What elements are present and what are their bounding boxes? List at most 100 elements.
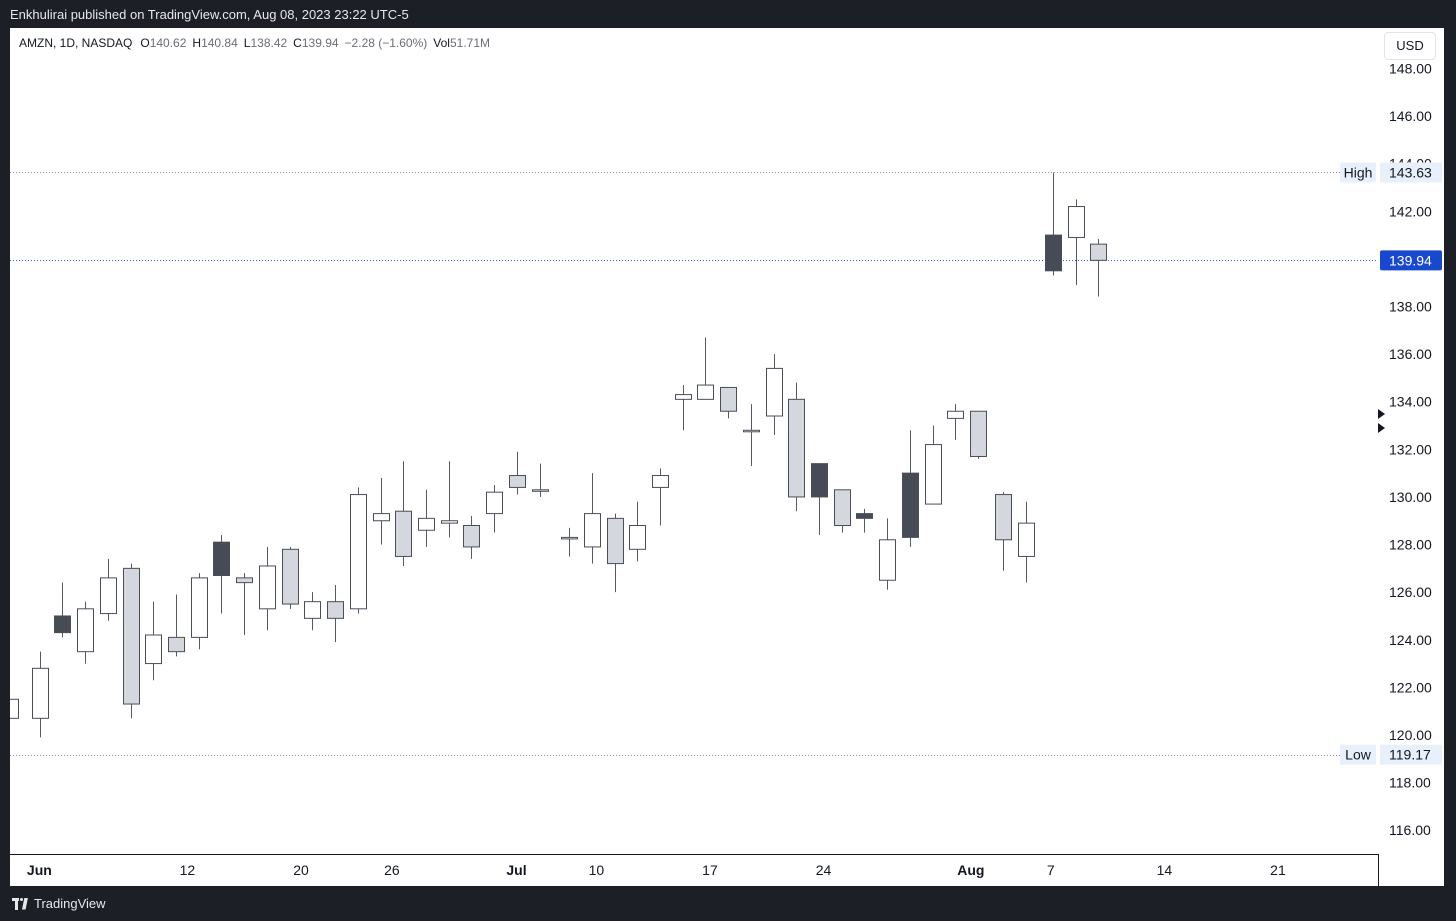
time-tick-label: 24	[816, 862, 832, 878]
candle-body[interactable]	[259, 565, 276, 610]
candle-body[interactable]	[304, 601, 321, 619]
legend-high-value: 140.84	[201, 36, 238, 50]
candle-body[interactable]	[77, 608, 94, 653]
time-tick-label: Jun	[27, 862, 52, 878]
candle-body[interactable]	[743, 429, 760, 433]
time-tick-label: 21	[1270, 862, 1286, 878]
candle-body[interactable]	[532, 489, 549, 492]
candle-body[interactable]	[236, 577, 253, 584]
tradingview-logo-icon	[12, 897, 28, 910]
candle-body[interactable]	[902, 472, 919, 538]
time-tick-label: 7	[1047, 862, 1055, 878]
candle-body[interactable]	[100, 577, 117, 615]
candle-body[interactable]	[463, 525, 480, 548]
legend-change: −2.28 (−1.60%)	[344, 36, 428, 50]
time-tick-label: 20	[293, 862, 309, 878]
candle-body[interactable]	[213, 541, 230, 576]
high-value-bg	[1380, 162, 1442, 183]
price-tick-label: 130.00	[1389, 489, 1432, 505]
low-value: 119.17	[1389, 747, 1431, 763]
price-tick-label: 142.00	[1389, 203, 1432, 219]
candle-body[interactable]	[629, 525, 646, 550]
candle-body[interactable]	[395, 510, 412, 557]
candle-body[interactable]	[1018, 522, 1035, 557]
currency-button[interactable]: USD	[1384, 32, 1436, 60]
time-tick-label: Jul	[506, 862, 526, 878]
legend-close-label: C	[293, 36, 302, 50]
candle-body[interactable]	[697, 384, 714, 400]
candle-body[interactable]	[441, 520, 458, 524]
candle-body[interactable]	[561, 536, 578, 540]
candle-body[interactable]	[486, 491, 503, 515]
candle-body[interactable]	[327, 601, 344, 619]
legend-low-label: L	[243, 36, 251, 50]
price-tick-label: 146.00	[1389, 108, 1432, 124]
legend-close-value: 139.94	[301, 36, 339, 50]
brand-name: TradingView	[34, 896, 106, 911]
candle-body[interactable]	[856, 513, 873, 519]
time-tick-label: 10	[589, 862, 605, 878]
high-label-bg	[1340, 162, 1376, 183]
candle-body[interactable]	[418, 517, 435, 531]
candle-body[interactable]	[1045, 234, 1062, 272]
price-tick-label: 132.00	[1389, 441, 1432, 457]
low-value-bg	[1380, 744, 1442, 765]
candle-body[interactable]	[607, 517, 624, 565]
candle-body[interactable]	[32, 667, 49, 719]
candle-body[interactable]	[720, 386, 737, 412]
price-tick-label: 128.00	[1389, 537, 1432, 553]
candle-body[interactable]	[788, 398, 805, 498]
published-bar: Enkhulirai published on TradingView.com,…	[0, 0, 1456, 28]
price-tick-label: 116.00	[1389, 822, 1431, 838]
price-tick-label: 136.00	[1389, 346, 1432, 362]
last-price-value: 139.94	[1389, 252, 1432, 268]
legend-open-label: O	[140, 36, 150, 50]
candle-body[interactable]	[970, 410, 987, 457]
candle-body[interactable]	[509, 475, 526, 488]
candle-body[interactable]	[145, 634, 162, 665]
candle-body[interactable]	[947, 410, 964, 419]
candle-body[interactable]	[123, 567, 140, 705]
candle-body[interactable]	[879, 539, 896, 581]
legend-volume-value: 51.71M	[449, 36, 490, 50]
price-tick-label: 138.00	[1389, 299, 1432, 315]
scroll-marker-icon[interactable]	[1378, 423, 1385, 433]
candle-body[interactable]	[10, 698, 19, 719]
candle-body[interactable]	[373, 513, 390, 522]
candle-body[interactable]	[191, 577, 208, 638]
low-label: Low	[1345, 747, 1372, 763]
candle-body[interactable]	[925, 444, 942, 505]
candle-body[interactable]	[168, 636, 185, 653]
candle-body[interactable]	[54, 615, 71, 634]
candle-body[interactable]	[766, 367, 783, 417]
candle-body[interactable]	[834, 489, 851, 527]
scroll-marker-icon[interactable]	[1378, 409, 1385, 419]
candle-body[interactable]	[652, 475, 669, 488]
price-tick-label: 148.00	[1389, 60, 1432, 76]
candle-body[interactable]	[1090, 243, 1107, 261]
price-tick-label: 134.00	[1389, 394, 1432, 410]
legend-high-label: H	[192, 36, 202, 50]
legend-symbol[interactable]: AMZN, 1D, NASDAQ	[19, 36, 133, 50]
tradingview-brand[interactable]: TradingView	[12, 896, 106, 911]
candle-body[interactable]	[584, 513, 601, 548]
low-label-bg	[1340, 744, 1376, 765]
high-value: 143.63	[1389, 164, 1432, 180]
price-tick-label: 118.00	[1389, 775, 1431, 791]
candle-body[interactable]	[675, 394, 692, 400]
legend-open-value: 140.62	[149, 36, 187, 50]
price-tick-label: 126.00	[1389, 584, 1432, 600]
candle-body[interactable]	[995, 494, 1012, 541]
candle-body[interactable]	[1068, 206, 1085, 238]
published-text: Enkhulirai published on TradingView.com,…	[10, 7, 409, 22]
candle-body[interactable]	[350, 494, 367, 610]
time-tick-label: 14	[1157, 862, 1173, 878]
candle-body[interactable]	[282, 548, 299, 605]
candle-body[interactable]	[811, 463, 828, 498]
time-tick-label: Aug	[957, 862, 984, 878]
legend-low-value: 138.42	[250, 36, 288, 50]
time-tick-label: 26	[384, 862, 400, 878]
chart-panel[interactable]: 148.00146.00144.00142.00138.00136.00134.…	[10, 28, 1444, 886]
candlestick-chart[interactable]: 148.00146.00144.00142.00138.00136.00134.…	[10, 28, 1444, 886]
ohlc-legend: AMZN, 1D, NASDAQ O 140.62 H 140.84 L 138…	[19, 36, 496, 50]
